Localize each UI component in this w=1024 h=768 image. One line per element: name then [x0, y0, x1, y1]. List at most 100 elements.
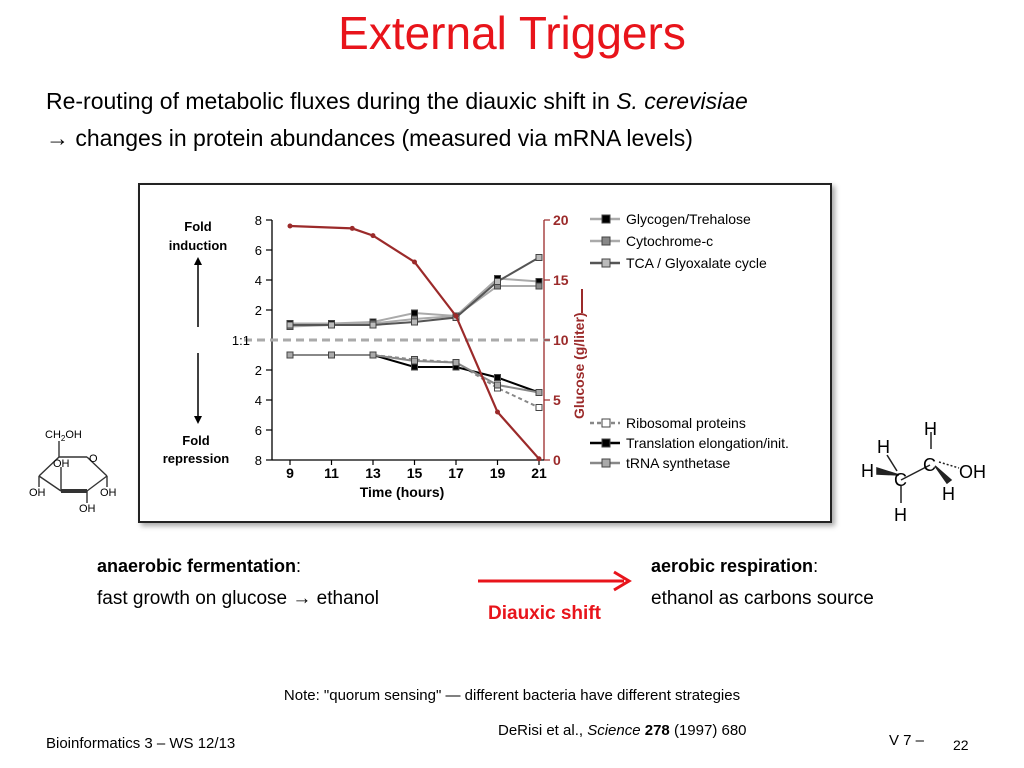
legend-label-3: Ribosomal proteins [626, 415, 746, 431]
legend-marker-4 [601, 438, 611, 448]
legend-label-0: Glycogen/Trehalose [626, 211, 751, 227]
fold-induction-label-2: induction [169, 238, 228, 253]
series-5-point-2 [369, 351, 377, 359]
legend-marker-3 [601, 418, 611, 428]
induction-arrowhead [194, 257, 202, 265]
x-tick-label-0: 9 [286, 465, 294, 481]
respiration-description: ethanol as carbons source [651, 588, 874, 609]
ethanol-h-bottom: H [894, 505, 907, 525]
fold-induction-label-1: Fold [184, 219, 211, 234]
citation-volume: 278 [644, 722, 670, 739]
subtitle-line-1: Re-routing of metabolic fluxes during th… [46, 88, 748, 115]
baseline-label: 1:1 [232, 333, 250, 348]
right-tick-label-4: 0 [553, 452, 561, 468]
x-tick-label-4: 17 [448, 465, 464, 481]
ethanol-h-left: H [861, 461, 874, 481]
series-5-point-5 [494, 381, 501, 389]
series-5-point-0 [286, 351, 294, 359]
x-tick-label-1: 11 [324, 465, 339, 481]
series-5-point-1 [328, 351, 335, 359]
series-3-point-6 [535, 404, 543, 411]
left-tick-label-up-2: 4 [255, 273, 262, 288]
series-5-point-6 [535, 389, 543, 396]
legend-label-2: TCA / Glyoxalate cycle [626, 255, 767, 271]
series-0-point-3 [411, 309, 418, 317]
ethanol-molecule: H C OH H C H H H [861, 419, 986, 525]
right-tick-label-2: 10 [553, 332, 569, 348]
diauxic-shift-label: Diauxic shift [488, 603, 601, 624]
series-5-point-4 [452, 359, 460, 366]
diauxic-chart: Fold induction Fold repression 1:1 Time … [163, 211, 789, 500]
series-2-point-1 [328, 321, 335, 329]
page-number: 22 [953, 737, 969, 753]
left-tick-label-down-1: 4 [255, 393, 262, 408]
x-tick-label-5: 19 [490, 465, 506, 481]
glucose-molecule: CH2OH O OH OH OH OH [29, 429, 117, 515]
chart-frame [138, 183, 832, 523]
footer-course: Bioinformatics 3 – WS 12/13 [46, 735, 236, 752]
series-4-point-3 [411, 363, 418, 371]
ethanol-h-top: H [924, 419, 937, 439]
right-tick-label-3: 5 [553, 392, 561, 408]
legend-label-5: tRNA synthetase [626, 455, 730, 471]
respiration-title: aerobic respiration: [651, 556, 819, 576]
species-name: S. cerevisiae [616, 88, 748, 114]
legend-marker-1 [601, 236, 611, 246]
legend-marker-2 [601, 258, 611, 268]
citation: DeRisi et al., Science 278 (1997) 680 [498, 722, 747, 739]
glucose-oh-1: OH [100, 487, 117, 499]
ethanol-h-upper-left: H [877, 437, 890, 457]
diauxic-shift-arrow [478, 570, 632, 592]
glucose-ch2oh: CH2OH [45, 429, 82, 443]
slide-title: External Triggers [338, 7, 686, 59]
right-tick-label-1: 15 [553, 272, 569, 288]
glucose-ring-o: O [89, 453, 98, 465]
left-tick-label-down-3: 8 [255, 453, 262, 468]
fold-repression-label-2: repression [163, 451, 230, 466]
glucose-oh-2: OH [79, 503, 96, 515]
note: Note: "quorum sensing" — different bacte… [283, 687, 741, 704]
series-2-point-3 [411, 318, 418, 326]
left-tick-label-down-0: 2 [255, 363, 262, 378]
series-2-point-5 [494, 278, 501, 285]
citation-journal: Science [587, 722, 641, 739]
left-tick-label-up-0: 8 [255, 213, 262, 228]
legend-marker-0 [601, 214, 611, 224]
glucose-point-4 [453, 313, 459, 319]
glucose-point-5 [495, 409, 500, 415]
fold-repression-label-1: Fold [182, 433, 209, 448]
repression-arrowhead [194, 416, 202, 424]
ethanol-c2: C [894, 470, 907, 490]
left-tick-label-up-3: 2 [255, 303, 262, 318]
left-tick-label-up-1: 6 [255, 243, 262, 258]
series-1-point-6 [535, 282, 543, 290]
legend-marker-5 [601, 458, 611, 468]
x-tick-label-6: 21 [531, 465, 547, 481]
glucose-point-3 [412, 259, 417, 265]
glucose-point-2 [370, 233, 376, 239]
legend-label-4: Translation elongation/init. [626, 435, 789, 451]
fermentation-description: fast growth on glucose → ethanol [97, 588, 380, 609]
fermentation-title: anaerobic fermentation: [97, 556, 302, 576]
series-2-point-6 [535, 254, 543, 261]
x-tick-label-3: 15 [407, 465, 423, 481]
left-tick-label-down-2: 6 [255, 423, 262, 438]
glucose-oh-3: OH [29, 487, 46, 499]
glucose-oh-4: OH [53, 458, 70, 470]
glucose-point-6 [536, 456, 542, 462]
subtitle-line-1-text: Re-routing of metabolic fluxes during th… [46, 88, 617, 114]
right-axis-title: Glucose (g/liter) [571, 312, 587, 419]
right-tick-label-0: 20 [553, 212, 569, 228]
glucose-point-1 [349, 225, 355, 231]
series-2-point-0 [286, 321, 294, 329]
ethanol-c1: C [923, 455, 936, 475]
series-2-point-2 [369, 321, 377, 329]
series-4-point-5 [494, 374, 501, 381]
series-5-point-3 [411, 357, 418, 365]
ethanol-h-right: H [942, 484, 955, 504]
x-axis-title: Time (hours) [360, 484, 445, 500]
glucose-point-0 [287, 223, 293, 229]
legend-label-1: Cytochrome-c [626, 233, 713, 249]
x-tick-label-2: 13 [365, 465, 381, 481]
ethanol-oh: OH [959, 462, 986, 482]
